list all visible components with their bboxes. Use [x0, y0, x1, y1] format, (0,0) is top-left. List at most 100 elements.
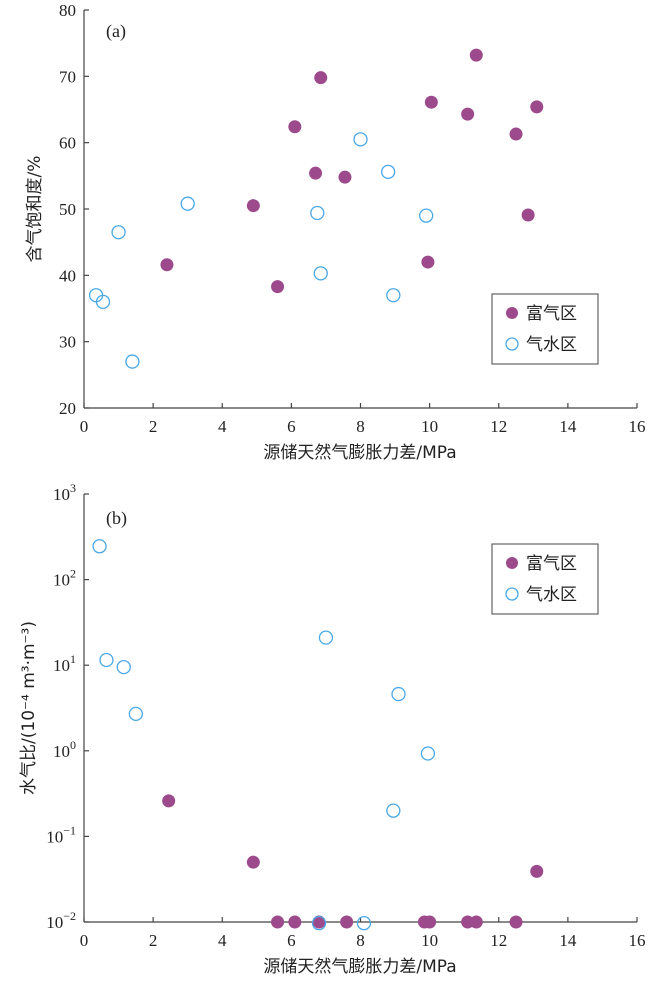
chart-a-x-tick-label: 14	[559, 417, 577, 436]
chart-a-y-tick-label: 50	[59, 200, 76, 219]
chart-a-rich-gas-point	[314, 71, 328, 85]
chart-b-legend-rich-label: 富气区	[526, 554, 577, 574]
chart-a-x-tick-label: 8	[356, 417, 365, 436]
chart-a-x-tick-label: 2	[149, 417, 158, 436]
chart-a-rich-gas-point	[338, 170, 352, 184]
chart-a-panel-label: (a)	[106, 21, 126, 42]
chart-b-x-tick-label: 2	[149, 931, 158, 950]
chart-b-gas-water-point	[318, 630, 334, 645]
chart-a-gas-water-point	[111, 225, 126, 240]
chart-b-y-ticks: 103 102 101 100 10−1 10−2	[46, 481, 89, 932]
chart-b-x-tick-label: 10	[421, 931, 438, 950]
chart-b-rich-gas-point	[162, 794, 176, 808]
chart-a-y-tick-label: 40	[59, 266, 76, 285]
chart-a-legend-water-marker	[505, 337, 519, 351]
chart-a-rich-gas-point	[469, 48, 483, 62]
chart-b-x-tick-label: 12	[490, 931, 507, 950]
chart-a-gas-water-point	[380, 164, 396, 180]
chart-a-gas-water-point	[125, 354, 140, 369]
chart-b-gas-water-point	[391, 686, 406, 702]
chart-b-legend-rich-marker	[506, 557, 518, 569]
chart-b-y-tick-label: 103	[53, 481, 76, 504]
chart-b-gas-water-point	[311, 915, 327, 931]
chart-a-x-tick-label: 6	[287, 417, 296, 436]
chart-b-rich-gas-point	[509, 915, 523, 929]
chart-b-y-tick-label: 10−1	[46, 823, 76, 846]
chart-b-gas-water-point	[116, 659, 131, 675]
chart-saturation-vs-pressure: 0 2 4 6 8 10 12 14 16 20 30 40 50 60 70 80 (a) 源储天然气膨胀…	[25, 1, 646, 463]
chart-a-legend-rich-marker	[506, 307, 518, 319]
chart-a-x-tick-label: 0	[80, 417, 89, 436]
chart-a-rich-gas-point	[421, 255, 435, 269]
chart-b-y-tick-label: 102	[53, 567, 76, 590]
chart-a-rich-gas-point	[309, 166, 323, 180]
chart-a-y-tick-label: 70	[59, 67, 76, 86]
chart-b-legend: 富气区 气水区	[491, 543, 599, 615]
chart-b-rich-gas-point	[423, 915, 437, 929]
chart-a-y-tick-label: 60	[59, 134, 76, 153]
chart-a-x-axis-label: 源储天然气膨胀力差/MPa	[263, 443, 456, 463]
chart-b-x-tick-label: 16	[629, 931, 646, 950]
chart-b-rich-gas-point	[312, 915, 326, 929]
chart-b-rich-gas-point	[469, 915, 483, 929]
chart-b-gas-water-point	[92, 539, 107, 554]
chart-a-legend-frame	[491, 293, 599, 365]
chart-a-legend-rich-label: 富气区	[526, 304, 577, 324]
chart-a-points	[88, 48, 544, 369]
chart-b-x-axis-label: 源储天然气膨胀力差/MPa	[263, 957, 456, 977]
chart-a-rich-gas-point	[509, 127, 523, 141]
chart-a-rich-gas-point	[461, 107, 475, 121]
chart-b-x-tick-label: 4	[218, 931, 227, 950]
chart-b-gas-water-point	[386, 803, 401, 818]
chart-a-y-ticks: 20 30 40 50 60 70 80	[59, 1, 89, 418]
chart-b-legend-water-marker	[505, 587, 519, 601]
chart-a-gas-water-point	[310, 205, 325, 221]
chart-b-rich-gas-point	[530, 864, 544, 878]
chart-a-gas-water-point	[313, 266, 328, 281]
chart-a-x-tick-label: 10	[421, 417, 438, 436]
chart-b-legend-frame	[491, 543, 599, 615]
chart-b-x-tick-label: 6	[287, 931, 296, 950]
chart-a-x-tick-label: 4	[218, 417, 227, 436]
chart-a-gas-water-point	[180, 196, 195, 211]
chart-b-gas-water-point	[99, 652, 114, 668]
chart-b-rich-gas-point	[340, 915, 354, 929]
chart-a-rich-gas-point	[424, 95, 438, 109]
chart-b-x-ticks: 0 2 4 6 8 10 12 14 16	[80, 917, 646, 950]
chart-b-y-tick-label: 100	[53, 738, 76, 761]
chart-a-legend-water-label: 气水区	[526, 335, 577, 355]
chart-b-points	[92, 539, 544, 931]
chart-b-legend-water-label: 气水区	[526, 585, 577, 605]
chart-a-gas-water-point	[419, 208, 434, 223]
chart-a-x-tick-label: 12	[490, 417, 507, 436]
chart-a-rich-gas-point	[160, 258, 174, 272]
chart-a-rich-gas-point	[530, 100, 544, 114]
chart-b-y-tick-label: 10−2	[46, 909, 76, 932]
chart-b-x-tick-label: 0	[80, 931, 89, 950]
chart-a-x-tick-label: 16	[629, 417, 646, 436]
chart-a-gas-water-point	[353, 132, 368, 147]
chart-a-rich-gas-point	[288, 120, 302, 134]
chart-a-gas-water-point	[386, 288, 401, 303]
chart-b-x-tick-label: 14	[559, 931, 577, 950]
chart-a-y-tick-label: 20	[59, 399, 76, 418]
chart-a-rich-gas-point	[271, 280, 285, 294]
chart-b-rich-gas-point	[288, 915, 302, 929]
chart-a-x-ticks: 0 2 4 6 8 10 12 14 16	[80, 403, 646, 436]
chart-b-gas-water-point	[356, 915, 372, 931]
chart-b-y-tick-label: 101	[53, 652, 76, 675]
chart-a-legend: 富气区 气水区	[491, 293, 599, 365]
chart-b-gas-water-point	[128, 706, 143, 722]
chart-b-gas-water-point	[420, 746, 436, 761]
chart-b-x-tick-label: 8	[356, 931, 365, 950]
chart-b-y-axis-label: 水气比/(10⁻⁴ m³·m⁻³)	[19, 621, 39, 795]
chart-water-gas-ratio-vs-pressure: 0 2 4 6 8 10 12 14 16 103 102 101 100 10−1 10−2 (b) 源…	[19, 481, 646, 977]
chart-a-gas-water-point	[95, 294, 111, 310]
chart-a-rich-gas-point	[246, 199, 260, 213]
chart-b-rich-gas-point	[271, 915, 285, 929]
chart-a-rich-gas-point	[521, 208, 535, 222]
chart-b-rich-gas-point	[246, 855, 260, 869]
chart-a-y-tick-label: 80	[59, 1, 76, 20]
chart-a-y-axis-label: 含气饱和度/%	[25, 156, 45, 263]
